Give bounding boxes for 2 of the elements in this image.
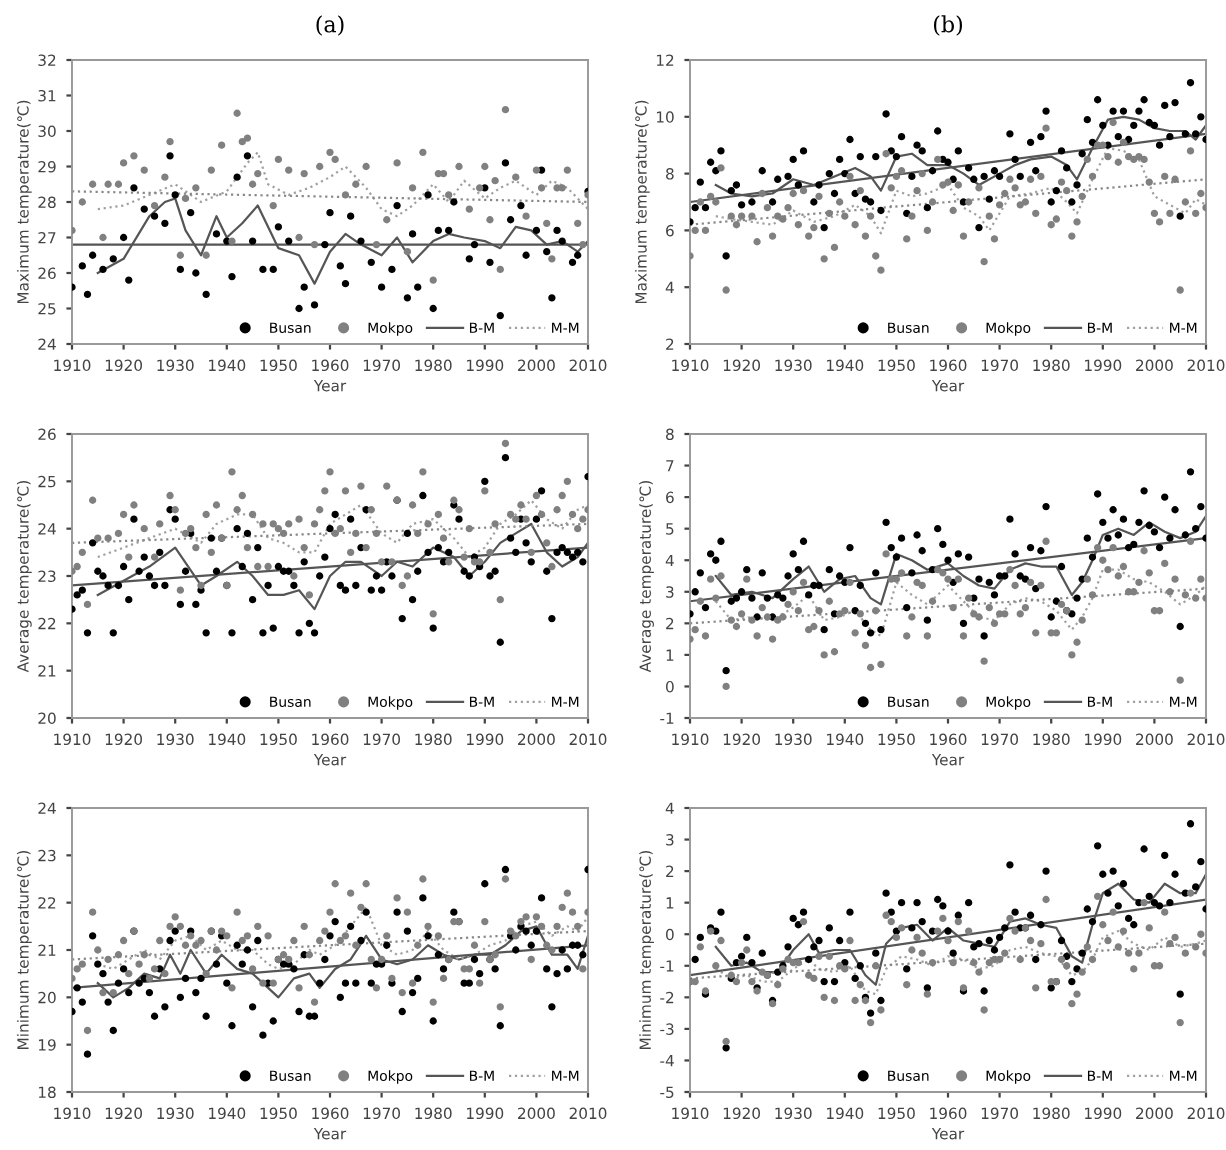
chart-title: (b) [933, 15, 963, 36]
chart-title: (a) [316, 15, 344, 36]
